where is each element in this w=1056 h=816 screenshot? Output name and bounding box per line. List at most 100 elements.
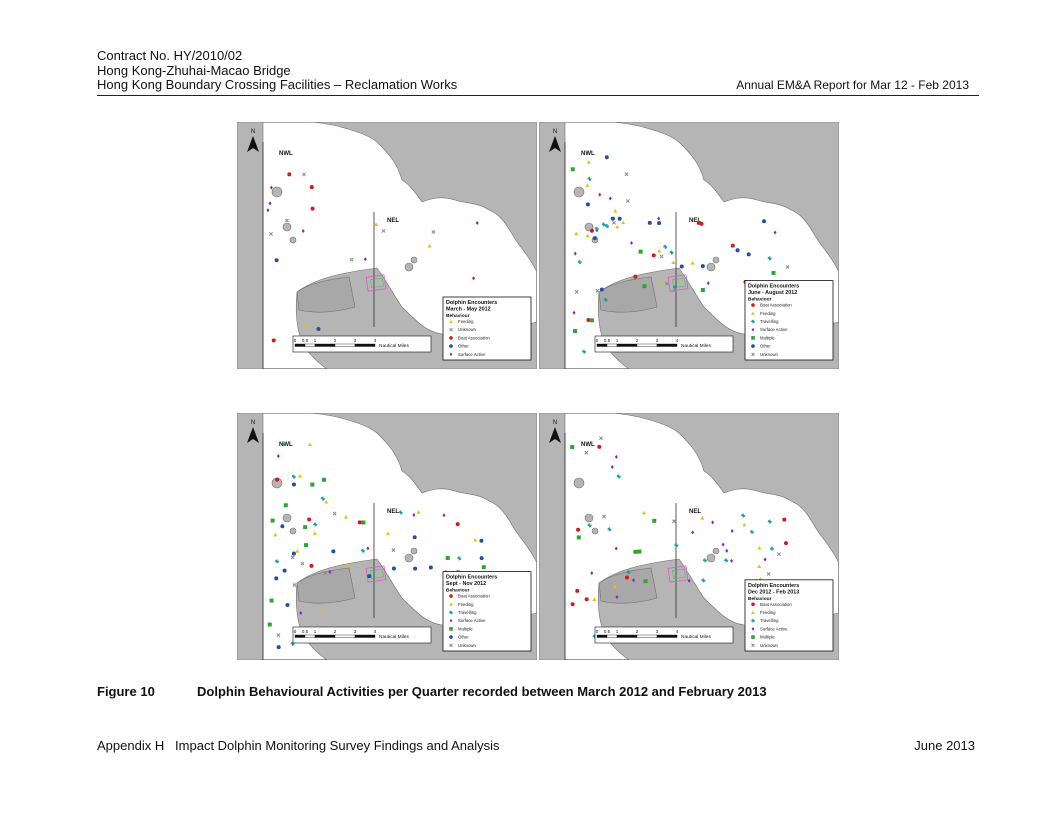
encounter-marker <box>427 243 432 248</box>
legend-symbol <box>449 344 453 348</box>
legend-label: Feeding <box>458 319 474 324</box>
legend-heading: Behaviour <box>748 596 772 602</box>
north-arrow-icon: N <box>247 129 259 152</box>
encounter-marker <box>763 557 767 562</box>
area-label-nwl: NWL <box>581 442 595 448</box>
encounter-marker <box>762 219 767 224</box>
legend-label: Surface Active <box>760 327 788 332</box>
encounter-marker <box>611 220 616 225</box>
encounter-marker <box>700 264 705 269</box>
encounter-marker <box>366 546 370 551</box>
legend-symbol <box>449 352 453 357</box>
airport-island <box>296 567 356 604</box>
encounter-marker <box>445 555 450 560</box>
encounter-marker <box>282 568 287 573</box>
footer-date: June 2013 <box>914 738 975 753</box>
legend-title: Dolphin Encounters <box>748 583 799 589</box>
encounter-marker <box>605 224 609 228</box>
legend-symbol <box>449 602 453 606</box>
encounter-marker <box>363 257 367 262</box>
report-title: Annual EM&A Report for Mar 12 - Feb 2013 <box>736 78 969 92</box>
encounter-marker <box>610 216 615 221</box>
encounter-marker <box>771 270 776 275</box>
encounter-marker <box>309 563 314 568</box>
north-arrow-icon: N <box>549 129 561 152</box>
encounter-marker <box>582 349 586 354</box>
encounter-marker <box>587 523 592 528</box>
scale-tick-label: 3 <box>656 338 659 343</box>
islet <box>410 547 418 555</box>
encounter-marker <box>298 473 303 478</box>
encounter-marker <box>381 228 386 233</box>
encounter-marker <box>735 248 740 253</box>
legend-label: Travelling <box>760 618 779 623</box>
encounter-marker <box>398 510 403 515</box>
encounter-marker <box>625 199 630 204</box>
legend-label: Boat Association <box>760 602 792 607</box>
encounter-marker <box>616 474 621 479</box>
encounter-marker <box>633 274 638 279</box>
legend-symbol <box>449 635 453 639</box>
encounter-marker <box>266 208 270 213</box>
encounter-marker <box>302 172 306 177</box>
encounter-marker <box>687 578 691 583</box>
west-land <box>539 122 566 369</box>
scale-tick-label: 2 <box>636 338 639 343</box>
encounter-marker <box>673 285 677 290</box>
encounter-marker <box>575 588 580 593</box>
encounter-marker <box>637 549 642 554</box>
legend-label: Multiple <box>760 335 775 340</box>
legend-symbol <box>751 311 755 315</box>
north-arrow-icon: N <box>549 420 561 443</box>
encounter-marker <box>613 208 618 213</box>
encounter-marker <box>657 221 662 226</box>
encounter-marker <box>700 515 705 520</box>
legend-title: Dolphin Encounters <box>748 284 799 290</box>
scale-tick-label: 0 <box>596 338 599 343</box>
encounter-marker <box>782 517 787 522</box>
encounter-marker <box>283 503 288 508</box>
encounter-marker <box>273 532 278 537</box>
encounter-marker <box>612 584 617 589</box>
encounter-marker <box>643 579 648 584</box>
encounter-marker <box>284 218 289 223</box>
scale-unit: Nautical Miles <box>379 634 409 640</box>
legend-symbol <box>449 336 453 340</box>
reclamation-inner <box>370 568 384 579</box>
legend-label: Feeding <box>458 602 474 607</box>
encounter-marker <box>472 276 476 281</box>
legend-label: Multiple <box>458 626 473 631</box>
scale-tick-label: 4 <box>374 629 377 634</box>
scale-tick-label: 0.5 <box>302 629 309 634</box>
encounter-marker <box>777 552 781 557</box>
encounter-marker <box>321 477 326 482</box>
encounter-marker <box>374 222 379 226</box>
reclamation-inner <box>672 568 686 579</box>
scale-tick-label: 3 <box>354 629 357 634</box>
reclamation-outline <box>365 565 387 583</box>
area-label-nwl: NWL <box>279 151 293 157</box>
encounter-marker <box>589 318 594 323</box>
scale-tick-label: 0 <box>294 338 297 343</box>
figure-caption: Figure 10 Dolphin Behavioural Activities … <box>97 684 767 699</box>
encounter-marker <box>285 602 290 607</box>
encounter-marker <box>592 236 597 241</box>
scale-tick-label: 1 <box>616 629 619 634</box>
north-label: N <box>251 420 255 426</box>
encounter-marker <box>610 465 614 470</box>
scale-unit: Nautical Miles <box>681 343 711 349</box>
legend-symbol <box>449 594 453 598</box>
legend-symbol <box>449 618 453 623</box>
encounter-marker <box>770 546 774 551</box>
legend-label: Unknown <box>760 643 779 648</box>
reclamation-inner <box>672 277 686 288</box>
encounter-marker <box>647 220 652 225</box>
figure-title: Dolphin Behavioural Activities per Quart… <box>197 684 767 699</box>
encounter-marker <box>599 287 604 292</box>
legend-label: Surface Active <box>760 626 788 631</box>
legend-symbol <box>751 319 755 324</box>
